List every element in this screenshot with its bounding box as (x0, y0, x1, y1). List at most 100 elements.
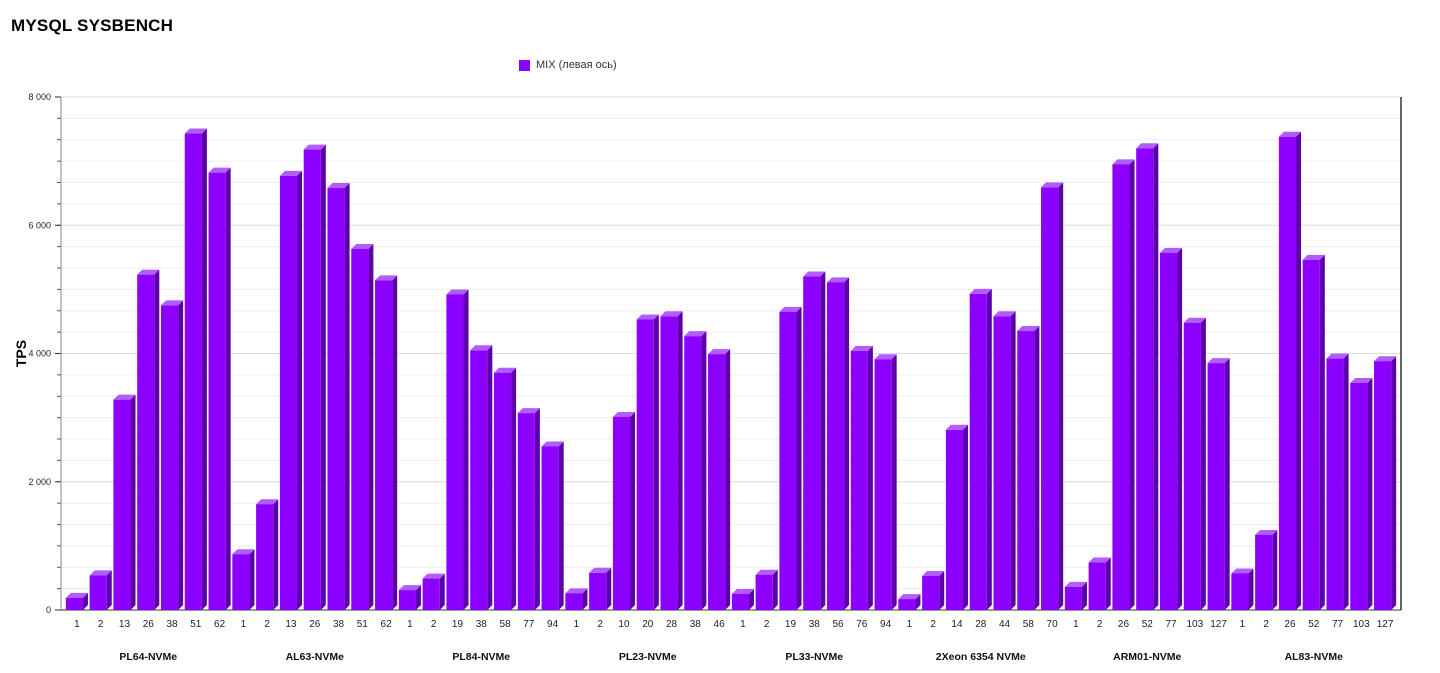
x-tick-label: 52 (1142, 619, 1154, 630)
bar-side (653, 314, 659, 610)
x-tick-label: 77 (1165, 619, 1177, 630)
x-tick-label: 56 (832, 619, 844, 630)
x-tick-label: 94 (547, 619, 559, 630)
bar-side (1177, 247, 1183, 611)
bar-top (898, 594, 921, 600)
bar-top (256, 499, 279, 505)
bar-side (867, 345, 873, 610)
bar-side (796, 306, 802, 610)
bar-top (826, 277, 850, 283)
bar-side (130, 394, 136, 610)
x-tick-label: 58 (499, 619, 511, 630)
bar-top (1064, 581, 1087, 587)
x-tick-label: 2 (1097, 619, 1103, 630)
bar-side (582, 588, 588, 610)
x-tick-label: 2 (264, 619, 270, 630)
bar-top (1231, 568, 1254, 574)
x-tick-label: 28 (666, 619, 678, 630)
x-tick-label: 94 (880, 619, 892, 630)
bar-top (803, 271, 826, 277)
bar-side (701, 331, 707, 610)
bar-side (1296, 131, 1302, 610)
bar (493, 372, 512, 610)
bar-top (1255, 529, 1278, 535)
bar (779, 311, 797, 610)
bar (256, 504, 274, 610)
bar (731, 593, 749, 610)
bar-side (106, 570, 112, 610)
x-tick-label: 1 (74, 619, 80, 630)
y-tick-label: 0 (46, 605, 51, 615)
bar (137, 274, 155, 610)
group-label: PL23-NVMe (619, 651, 677, 663)
x-tick-label: 14 (951, 619, 963, 630)
bar-side (1200, 317, 1206, 610)
bar (1041, 187, 1059, 610)
x-tick-label: 26 (1118, 619, 1130, 630)
legend-swatch (519, 59, 530, 71)
bar (1326, 358, 1344, 610)
x-tick-label: 38 (690, 619, 702, 630)
bar-top (422, 573, 445, 579)
x-tick-label: 13 (119, 619, 131, 630)
bar (708, 354, 726, 610)
x-tick-label: 26 (1284, 619, 1296, 630)
bar-top (89, 570, 112, 576)
bar-side (392, 275, 398, 610)
legend-label: MIX (левая ось) (536, 59, 617, 71)
x-tick-label: 2 (930, 619, 936, 630)
bar-top (565, 588, 588, 594)
x-tick-label: 1 (241, 619, 247, 630)
x-tick-label: 1 (740, 619, 746, 630)
x-tick-label: 1 (1240, 619, 1246, 630)
x-tick-label: 2 (597, 619, 603, 630)
x-tick-label: 70 (1047, 619, 1059, 630)
bar (969, 293, 987, 610)
bar (1183, 322, 1201, 610)
x-tick-label: 13 (285, 619, 297, 630)
bar-top (470, 345, 493, 351)
bar (826, 282, 845, 610)
bar (541, 446, 559, 610)
bar-side (225, 167, 231, 611)
bar-side (201, 128, 207, 610)
bar (113, 399, 131, 610)
bar-top (113, 394, 136, 400)
bar (1088, 562, 1106, 610)
bar-top (993, 311, 1016, 317)
y-tick-label: 4 000 (28, 349, 51, 359)
bar-side (487, 345, 493, 610)
bar-side (1248, 568, 1254, 610)
x-tick-label: 38 (476, 619, 488, 630)
bar-side (344, 183, 350, 610)
bar (422, 578, 440, 610)
bar-side (178, 300, 184, 610)
bar-top (636, 314, 659, 320)
bar-side (1319, 254, 1325, 610)
bar (160, 305, 179, 610)
bar (850, 350, 868, 610)
bar-top (232, 549, 255, 555)
bar-side (725, 349, 731, 610)
x-tick-label: 38 (166, 619, 178, 630)
x-tick-label: 19 (785, 619, 797, 630)
x-tick-label: 2 (431, 619, 437, 630)
y-axis-title: TPS (13, 340, 29, 367)
bar-side (511, 367, 517, 610)
bar-side (1129, 159, 1135, 611)
bar-top (446, 289, 469, 295)
bar (351, 248, 369, 610)
x-tick-label: 77 (523, 619, 535, 630)
bar-top (493, 367, 517, 373)
x-tick-label: 2 (98, 619, 104, 630)
y-tick-label: 6 000 (28, 220, 51, 230)
bar-side (154, 269, 160, 610)
bar (1159, 252, 1178, 611)
group-label: AL63-NVMe (286, 651, 345, 663)
bar-side (891, 354, 897, 610)
x-tick-label: 2 (764, 619, 770, 630)
bar (208, 172, 226, 611)
bar-side (534, 408, 540, 610)
bar (303, 149, 321, 610)
